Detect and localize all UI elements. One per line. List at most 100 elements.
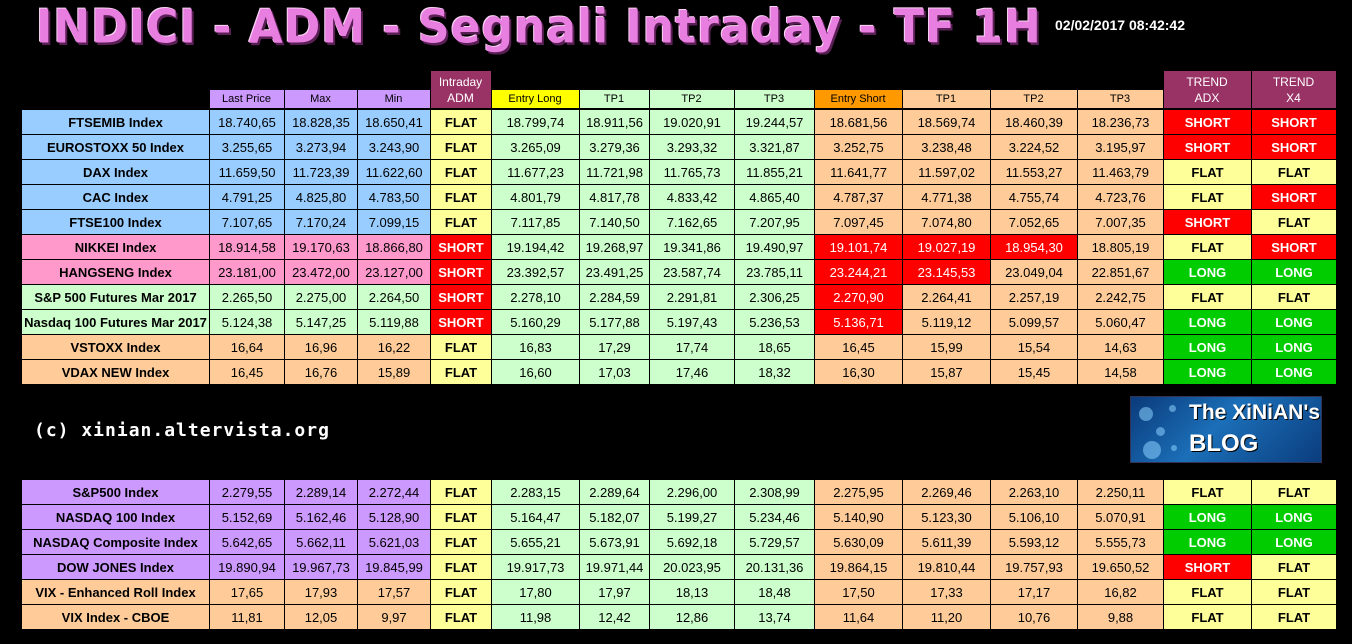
cell-tp1l: 4.817,78	[579, 184, 650, 210]
timestamp: 02/02/2017 08:42:42	[1055, 17, 1185, 33]
cell-tp1s: 2.269,46	[902, 479, 991, 505]
cell-tp3s: 9,88	[1077, 604, 1164, 630]
cell-tp1l: 12,42	[579, 604, 650, 630]
cell-name: VIX - Enhanced Roll Index	[21, 579, 210, 605]
cell-tp2l: 18,13	[649, 579, 735, 605]
cell-tp1l: 2.284,59	[579, 284, 650, 310]
cell-tp3l: 5.729,57	[734, 529, 815, 555]
cell-min: 17,57	[357, 579, 431, 605]
cell-x4: FLAT	[1251, 159, 1337, 185]
cell-tp2l: 12,86	[649, 604, 735, 630]
cell-tp1l: 17,29	[579, 334, 650, 360]
table-row: NIKKEI Index 18.914,58 19.170,63 18.866,80 S…	[21, 234, 1337, 260]
table-row: DOW JONES Index 19.890,94 19.967,73 19.845,…	[21, 554, 1337, 580]
cell-max: 5.162,46	[284, 504, 358, 530]
cell-min: 2.272,44	[357, 479, 431, 505]
cell-es: 2.270,90	[814, 284, 903, 310]
cell-es: 19.101,74	[814, 234, 903, 260]
cell-min: 19.845,99	[357, 554, 431, 580]
cell-tp1s: 3.238,48	[902, 134, 991, 160]
cell-tp3l: 2.306,25	[734, 284, 815, 310]
cell-max: 5.662,11	[284, 529, 358, 555]
cell-el: 5.655,21	[491, 529, 580, 555]
cell-tp1l: 17,03	[579, 359, 650, 385]
cell-tp1l: 17,97	[579, 579, 650, 605]
cell-adm: FLAT	[430, 334, 492, 360]
cell-tp3s: 5.555,73	[1077, 529, 1164, 555]
header-tp3-short: TP3	[1076, 88, 1164, 110]
cell-name: NASDAQ 100 Index	[21, 504, 210, 530]
cell-adm: FLAT	[430, 209, 492, 235]
page-title: INDICI - ADM - Segnali Intraday - TF 1H	[36, 0, 1042, 55]
cell-last: 5.124,38	[209, 309, 285, 335]
table-row: NASDAQ 100 Index 5.152,69 5.162,46 5.128,90…	[21, 504, 1337, 530]
cell-adx: SHORT	[1163, 209, 1252, 235]
cell-tp1s: 5.123,30	[902, 504, 991, 530]
header-entry-short: Entry Short	[813, 88, 903, 110]
cell-tp3l: 20.131,36	[734, 554, 815, 580]
header-tp2-short: TP2	[989, 88, 1078, 110]
header-min: Min	[356, 88, 431, 110]
cell-name: VSTOXX Index	[21, 334, 210, 360]
cell-adx: SHORT	[1163, 554, 1252, 580]
cell-name: FTSEMIB Index	[21, 109, 210, 135]
cell-tp1l: 5.673,91	[579, 529, 650, 555]
cell-adx: LONG	[1163, 359, 1252, 385]
cell-tp2l: 5.692,18	[649, 529, 735, 555]
cell-adm: FLAT	[430, 159, 492, 185]
table-row: VDAX NEW Index 16,45 16,76 15,89 FLAT 16,60 17…	[21, 359, 1337, 385]
cell-tp3l: 18,65	[734, 334, 815, 360]
cell-tp3s: 14,58	[1077, 359, 1164, 385]
cell-tp3s: 5.060,47	[1077, 309, 1164, 335]
blog-logo[interactable]: The XiNiAN's BLOG	[1130, 396, 1322, 463]
header-tp2-long: TP2	[648, 88, 735, 110]
cell-name: HANGSENG Index	[21, 259, 210, 285]
cell-adm: SHORT	[430, 284, 492, 310]
cell-x4: FLAT	[1251, 579, 1337, 605]
cell-name: Nasdaq 100 Futures Mar 2017	[21, 309, 210, 335]
cell-tp1s: 19.027,19	[902, 234, 991, 260]
table-row: VIX - Enhanced Roll Index 17,65 17,93 17,57…	[21, 579, 1337, 605]
cell-tp3s: 7.007,35	[1077, 209, 1164, 235]
cell-tp2s: 3.224,52	[990, 134, 1078, 160]
cell-min: 4.783,50	[357, 184, 431, 210]
cell-tp1s: 23.145,53	[902, 259, 991, 285]
cell-adx: FLAT	[1163, 234, 1252, 260]
cell-tp2s: 17,17	[990, 579, 1078, 605]
cell-es: 3.252,75	[814, 134, 903, 160]
cell-x4: LONG	[1251, 259, 1337, 285]
cell-min: 5.128,90	[357, 504, 431, 530]
cell-tp3s: 2.250,11	[1077, 479, 1164, 505]
cell-tp2l: 3.293,32	[649, 134, 735, 160]
cell-adx: FLAT	[1163, 284, 1252, 310]
cell-tp2l: 7.162,65	[649, 209, 735, 235]
cell-last: 17,65	[209, 579, 285, 605]
cell-tp2l: 17,46	[649, 359, 735, 385]
cell-max: 2.289,14	[284, 479, 358, 505]
cell-max: 23.472,00	[284, 259, 358, 285]
cell-es: 23.244,21	[814, 259, 903, 285]
cell-tp3l: 7.207,95	[734, 209, 815, 235]
cell-tp1l: 5.182,07	[579, 504, 650, 530]
table-row: CAC Index 4.791,25 4.825,80 4.783,50 FLAT 4.8…	[21, 184, 1337, 210]
cell-adm: FLAT	[430, 579, 492, 605]
cell-min: 9,97	[357, 604, 431, 630]
cell-x4: LONG	[1251, 309, 1337, 335]
header-tp1-long: TP1	[578, 88, 650, 110]
cell-tp3l: 2.308,99	[734, 479, 815, 505]
cell-tp3l: 11.855,21	[734, 159, 815, 185]
cell-last: 5.642,65	[209, 529, 285, 555]
cell-tp3s: 18.236,73	[1077, 109, 1164, 135]
cell-last: 18.914,58	[209, 234, 285, 260]
cell-tp3l: 5.234,46	[734, 504, 815, 530]
cell-min: 23.127,00	[357, 259, 431, 285]
cell-el: 23.392,57	[491, 259, 580, 285]
cell-es: 11,64	[814, 604, 903, 630]
cell-tp1s: 15,87	[902, 359, 991, 385]
cell-tp3s: 5.070,91	[1077, 504, 1164, 530]
cell-tp1s: 19.810,44	[902, 554, 991, 580]
cell-last: 2.265,50	[209, 284, 285, 310]
cell-adm: FLAT	[430, 604, 492, 630]
cell-name: CAC Index	[21, 184, 210, 210]
cell-tp1s: 2.264,41	[902, 284, 991, 310]
